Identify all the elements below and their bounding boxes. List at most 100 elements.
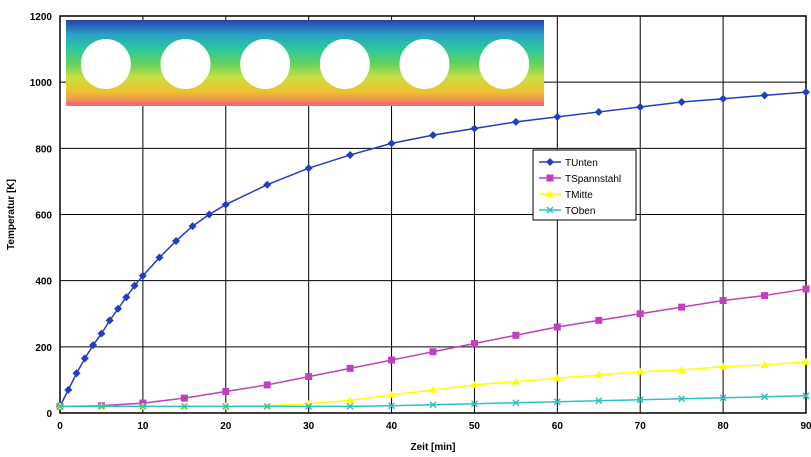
data-point: [553, 323, 561, 331]
data-point: [595, 316, 603, 324]
data-point: [546, 190, 554, 197]
data-point: [346, 150, 355, 159]
slab-body: [66, 20, 544, 106]
data-point: [546, 174, 554, 182]
data-point: [346, 402, 354, 410]
data-point: [72, 369, 81, 378]
legend-label: TOben: [565, 206, 595, 217]
data-point: [470, 400, 478, 408]
data-point: [346, 364, 354, 372]
data-point: [429, 131, 437, 140]
data-point: [429, 401, 437, 409]
data-point: [105, 316, 114, 325]
data-point: [387, 139, 396, 148]
data-point: [719, 362, 728, 370]
legend-label: TMitte: [565, 190, 593, 201]
legend-item-TOben: TOben: [539, 206, 595, 217]
data-point: [56, 402, 64, 410]
data-point: [470, 380, 479, 388]
data-point: [130, 281, 139, 290]
x-tick-label: 50: [469, 421, 481, 432]
data-point: [511, 377, 520, 385]
y-tick-label: 800: [35, 144, 52, 155]
data-point: [387, 390, 396, 398]
data-point: [511, 117, 520, 126]
data-point: [138, 271, 147, 280]
data-point: [761, 292, 769, 300]
x-tick-label: 10: [137, 421, 149, 432]
data-point: [180, 394, 188, 402]
legend-label: TUnten: [565, 158, 598, 169]
data-point: [263, 381, 271, 389]
data-point: [553, 398, 561, 406]
data-point: [636, 396, 644, 404]
x-tick-label: 90: [800, 421, 811, 432]
data-point: [760, 361, 769, 369]
data-point: [388, 402, 396, 410]
data-point: [719, 394, 727, 402]
data-point: [678, 395, 686, 403]
data-point: [114, 304, 123, 313]
data-point: [97, 402, 105, 410]
data-point: [188, 222, 197, 231]
data-point: [719, 297, 727, 305]
y-axis-label: Temperatur [K]: [6, 179, 17, 250]
y-tick-label: 200: [35, 343, 52, 354]
data-point: [346, 396, 355, 404]
data-point: [594, 107, 603, 116]
legend-label: TSpannstahl: [565, 174, 621, 185]
data-point: [636, 367, 645, 375]
data-point: [760, 91, 769, 100]
x-tick-labels: 0 10 20 30 40 50 60 70 80 90: [57, 421, 811, 432]
data-point: [305, 373, 313, 381]
data-point: [546, 158, 554, 166]
data-point: [553, 112, 562, 121]
y-tick-label: 1000: [30, 78, 53, 89]
data-point: [636, 102, 645, 111]
data-point: [595, 397, 603, 405]
y-tick-labels: 0 200 400 600 800 1000 1200: [30, 12, 53, 420]
data-point: [172, 236, 181, 245]
slab-temperature-image: [66, 20, 544, 106]
data-point: [89, 341, 98, 350]
data-point: [388, 356, 396, 364]
data-point: [594, 370, 603, 378]
data-point: [678, 303, 686, 311]
data-point: [512, 399, 520, 407]
slab-hole: [240, 39, 291, 89]
series-group: [56, 88, 810, 411]
x-tick-label: 20: [220, 421, 232, 432]
data-point: [304, 164, 313, 173]
x-tick-label: 60: [552, 421, 564, 432]
data-point: [263, 180, 272, 189]
plot-frame: [59, 15, 807, 414]
data-point: [512, 331, 520, 339]
y-tick-label: 0: [46, 409, 52, 420]
data-point: [802, 88, 810, 97]
legend-item-TUnten: TUnten: [539, 158, 598, 169]
data-point: [802, 285, 810, 293]
data-point: [263, 402, 271, 410]
x-tick-label: 0: [57, 421, 63, 432]
data-point: [305, 402, 313, 410]
x-axis-label: Zeit [min]: [411, 442, 456, 453]
data-point: [719, 94, 728, 103]
data-point: [80, 354, 89, 363]
series-TOben: [56, 392, 810, 410]
data-point: [122, 293, 131, 302]
x-tick-label: 80: [718, 421, 730, 432]
legend-item-TSpannstahl: TSpannstahl: [539, 174, 621, 185]
data-point: [761, 393, 769, 401]
data-point: [470, 340, 478, 348]
slab-hole: [319, 39, 370, 89]
data-point: [429, 348, 437, 356]
data-point: [677, 98, 686, 107]
data-point: [97, 329, 106, 338]
data-point: [470, 124, 479, 133]
data-point: [553, 374, 562, 382]
y-tick-label: 1200: [30, 12, 53, 23]
data-point: [222, 402, 230, 410]
slab-bottom-edge: [66, 102, 544, 106]
x-tick-label: 40: [386, 421, 398, 432]
